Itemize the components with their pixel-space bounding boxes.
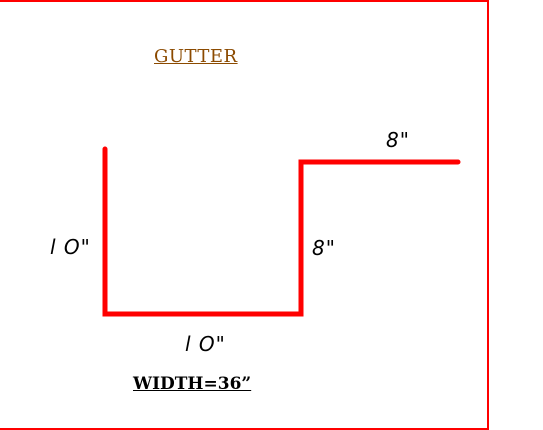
width-label: WIDTH=36” xyxy=(133,374,252,394)
bottom-dimension: l O" xyxy=(185,332,226,356)
top-flange-dimension: 8" xyxy=(386,128,410,152)
gutter-profile-line xyxy=(102,146,461,317)
left-side-dimension: l O" xyxy=(50,235,91,259)
diagram-title: GUTTER xyxy=(154,46,238,67)
right-side-dimension: 8" xyxy=(312,236,336,260)
